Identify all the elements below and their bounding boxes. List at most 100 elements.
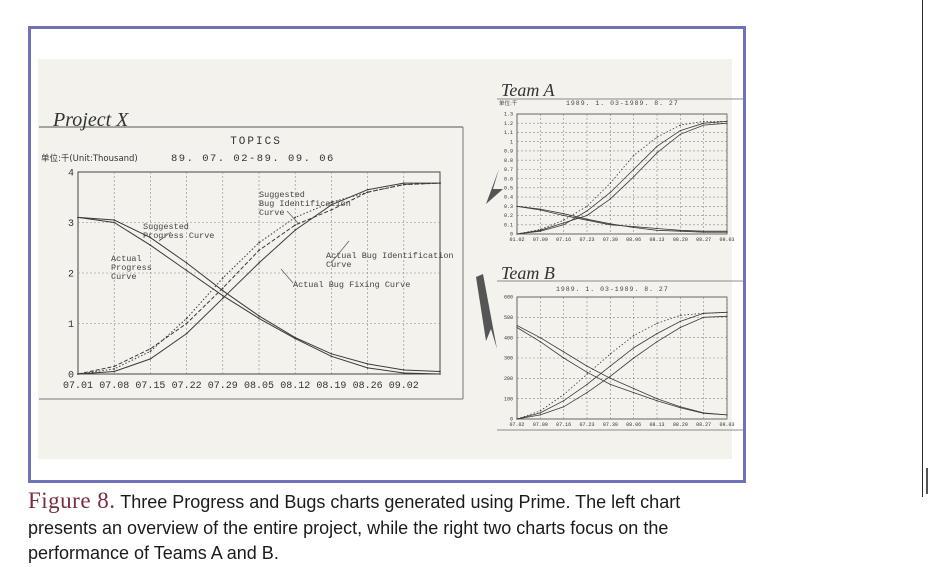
project-x-date-range: 89. 07. 02-89. 09. 06 [171,153,335,165]
series-2-point [563,357,565,359]
series-2-point [185,262,188,264]
series-4-point [679,320,681,322]
series-1-point [563,351,565,353]
team-b-date-range: 1989. 1. 03-1989. 8. 27 [556,286,669,293]
series-1-point [330,355,333,358]
series-4-point [726,120,728,122]
series-2-point [679,407,681,409]
series-4-point [586,210,588,212]
y-tick-label: 600 [504,295,513,301]
series-line-2 [516,205,727,232]
series-5-point [609,375,611,377]
series-2-point [726,414,728,416]
series-line-1 [516,205,727,233]
series-3-point [330,201,333,204]
series-2-point [656,400,658,402]
project-x-series [77,182,441,375]
series-5-point [703,316,705,318]
series-3-point [656,322,658,325]
series-1-point [726,231,728,233]
y-tick-label: 4 [68,168,74,179]
y-tick-label: 0.5 [504,186,513,192]
series-4-point [563,224,565,226]
project-x-grid [78,172,440,374]
series-1-point [516,324,518,327]
team-a-grid [517,114,728,234]
series-1-point [656,229,658,231]
series-line-3 [77,182,441,375]
series-4-point [539,412,541,414]
series-2-point [633,391,635,394]
series-5-point [366,188,369,191]
series-4-point [185,322,188,325]
series-4-point [366,191,369,193]
series-5-point [113,370,115,373]
series-3-point [185,317,188,320]
series-2-point [516,326,518,329]
annotation-leader-actual-bug-id [330,240,350,264]
series-4-point [656,333,658,335]
arrow-to-team-a [486,169,503,204]
series-2-point [586,219,588,221]
series-3-point [679,314,681,316]
team-b-ticks: 07.02 07.09 07.16 07.23 07.30 08.06 08.13 08.20… [504,295,735,428]
series-5-point [679,133,681,135]
series-4-point [609,191,611,194]
series-1-point [633,387,635,390]
series-5-point [633,357,635,359]
series-4-point [403,183,405,186]
series-3-point [539,228,541,230]
x-tick-label: 08.26 [353,381,383,392]
series-4-point [703,122,705,124]
x-tick-label: 08.05 [244,381,274,392]
series-3-point [633,154,635,157]
x-tick-label: 01.02 [509,237,524,243]
x-tick-label: 08.27 [696,237,711,243]
series-1-point [609,223,611,225]
y-tick-label: 0.3 [504,204,513,210]
x-tick-label: 09.03 [719,237,734,243]
series-5-point [539,414,541,416]
series-2-point [294,336,297,339]
project-x-title: Project X [52,109,129,131]
series-2-point [539,341,541,343]
caption-text: Three Progress and Bugs charts generated… [28,492,681,563]
series-1-point [656,398,658,400]
y-tick-label: 100 [504,396,513,402]
series-2-point [633,226,635,228]
series-5-point [222,297,224,300]
series-5-point [703,124,705,126]
y-tick-label: 2 [68,269,74,280]
series-1-point [609,377,611,379]
series-3-point [679,124,681,126]
team-b-grid [517,297,728,419]
team-a-plot-area [516,113,728,235]
annotation-actual-progress: Actual Progress Curve [111,254,152,282]
series-5-point [185,332,188,335]
series-1-point [633,226,635,229]
series-5-point [516,233,518,235]
series-3-point [633,335,635,337]
series-4-point [330,209,333,211]
series-5-point [294,229,297,231]
series-line-5 [516,122,728,235]
x-tick-label: 07.30 [603,237,618,243]
series-2-point [516,205,518,207]
y-tick-label: 0.2 [504,213,513,219]
x-tick-label: 08.20 [673,237,688,243]
y-tick-label: 0 [510,417,513,423]
series-3-point [113,368,115,370]
project-x-chart: Project X TOPICS 单位:千(Unit:Thousand) 89.… [39,109,464,400]
x-tick-label: 07.23 [579,422,594,428]
series-1-point [366,367,369,369]
x-tick-label: 07.09 [533,237,548,243]
series-line-2 [516,327,728,416]
x-tick-label: 07.23 [579,237,594,243]
series-3-point [563,219,565,221]
series-1-point [703,231,705,233]
series-2-point [609,224,611,226]
series-2-point [113,219,115,221]
x-tick-label: 07.15 [135,381,165,392]
arrow-to-team-b [476,274,497,349]
page-right-rule [922,0,923,497]
